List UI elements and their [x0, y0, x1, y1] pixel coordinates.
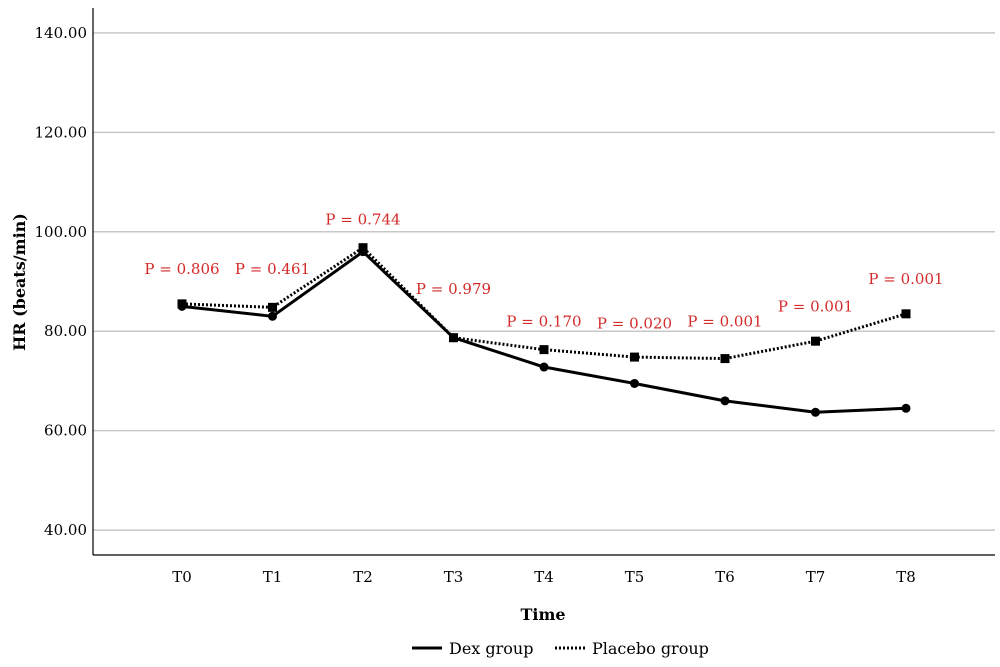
- p-value-label: P = 0.744: [325, 210, 400, 228]
- data-point: [268, 302, 277, 312]
- data-point: [630, 378, 639, 388]
- x-tick-label: T8: [896, 568, 916, 586]
- y-tick-label: 100.00: [35, 223, 88, 241]
- data-point: [901, 309, 911, 319]
- series-placebo: [177, 243, 911, 364]
- data-point: [811, 336, 820, 346]
- data-point: [449, 333, 458, 343]
- legend-label-dex: Dex group: [449, 639, 533, 658]
- legend: Dex group Placebo group: [412, 639, 709, 658]
- x-tick-label: T1: [263, 568, 283, 586]
- y-tick-label: 120.00: [35, 123, 88, 141]
- p-value-label: P = 0.170: [506, 312, 581, 330]
- x-tick-label: T5: [625, 568, 645, 586]
- data-point: [177, 299, 187, 309]
- x-tick-label: T2: [353, 568, 373, 586]
- y-tick-label: 140.00: [35, 24, 88, 42]
- data-point: [811, 407, 820, 417]
- x-tick-label: T6: [715, 568, 735, 586]
- p-value-label: P = 0.806: [144, 260, 219, 278]
- p-value-label: P = 0.020: [597, 315, 672, 333]
- y-axis-title: HR (beats/min): [10, 213, 29, 351]
- x-tick-label: T4: [534, 568, 554, 586]
- data-point: [901, 403, 911, 413]
- data-point: [720, 354, 730, 364]
- x-tick-label: T7: [806, 568, 826, 586]
- x-tick-label: T3: [444, 568, 464, 586]
- p-value-label: P = 0.001: [778, 297, 853, 315]
- p-value-annotations: P = 0.806 P = 0.461 P = 0.744 P = 0.979 P = …: [144, 210, 943, 332]
- p-value-label: P = 0.001: [687, 312, 762, 330]
- data-point: [539, 362, 549, 372]
- data-point: [630, 352, 639, 362]
- series: [177, 243, 911, 417]
- p-value-label: P = 0.461: [235, 260, 310, 278]
- grid-lines: [93, 32, 995, 531]
- data-point: [720, 396, 730, 406]
- y-tick-label: 40.00: [44, 521, 87, 539]
- data-point: [358, 243, 368, 253]
- legend-label-placebo: Placebo group: [592, 639, 709, 658]
- data-point: [268, 311, 277, 321]
- x-axis-title: Time: [520, 605, 565, 624]
- y-tick-label: 60.00: [44, 422, 87, 440]
- x-tick-labels: T0 T1 T2 T3 T4 T5 T6 T7 T8: [172, 568, 916, 586]
- axes: [92, 8, 995, 556]
- p-value-label: P = 0.001: [868, 270, 943, 288]
- y-tick-labels: 40.00 60.00 80.00 100.00 120.00 140.00: [35, 24, 88, 539]
- y-tick-label: 80.00: [44, 322, 87, 340]
- data-point: [539, 345, 549, 355]
- p-value-label: P = 0.979: [416, 280, 491, 298]
- x-tick-label: T0: [172, 568, 192, 586]
